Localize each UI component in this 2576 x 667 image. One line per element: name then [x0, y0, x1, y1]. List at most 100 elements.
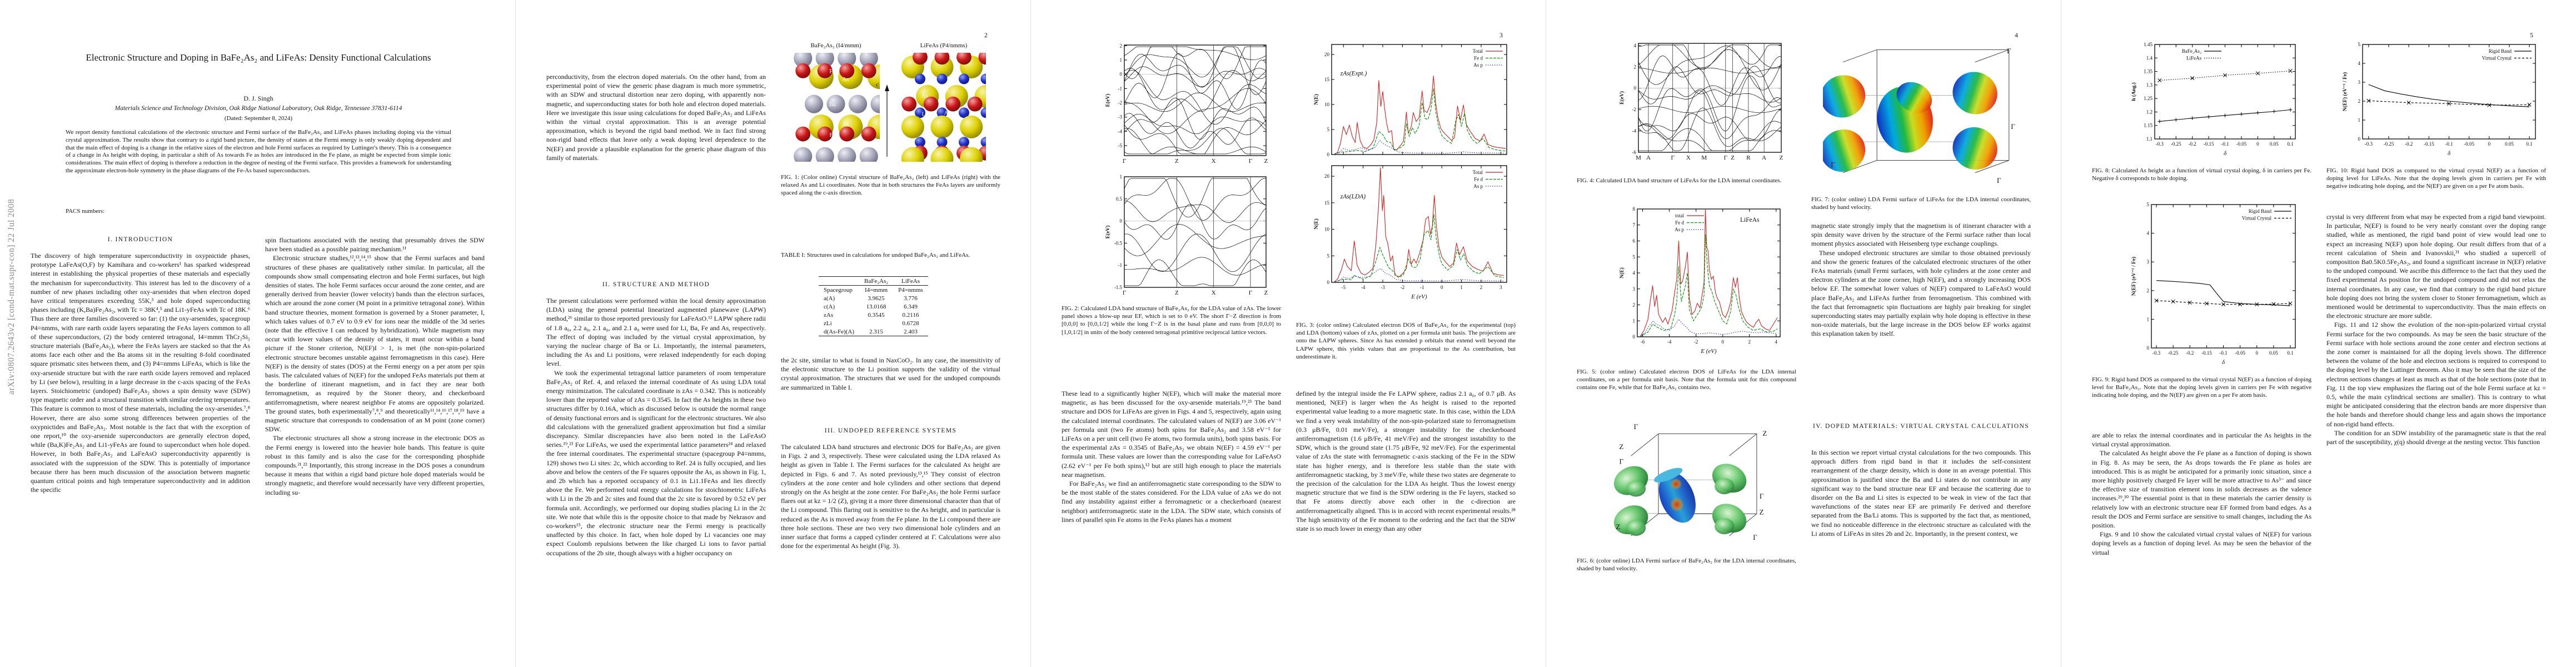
svg-text:0: 0 — [1327, 152, 1330, 157]
svg-text:-0.05: -0.05 — [2236, 141, 2247, 147]
table-cell: 0.6728 — [902, 320, 919, 327]
fig8-caption: FIG. 8: Calculated As height as a functi… — [2092, 167, 2311, 182]
svg-text:5: 5 — [1633, 254, 1636, 260]
svg-text:-5: -5 — [1118, 143, 1123, 148]
table-cell: 2.403 — [904, 328, 918, 335]
section-heading-undoped: III. UNDOPED REFERENCE SYSTEMS — [824, 427, 957, 434]
svg-text:-1: -1 — [1118, 262, 1123, 268]
svg-text:R: R — [1746, 155, 1751, 161]
svg-text:-2: -2 — [1401, 285, 1405, 290]
svg-text:total: total — [1675, 213, 1684, 218]
svg-text:Γ: Γ — [2007, 47, 2011, 55]
svg-text:3: 3 — [1633, 286, 1636, 292]
table-cell: I4=mmm — [865, 286, 888, 293]
svg-text:-0.1: -0.1 — [2221, 141, 2229, 147]
page-4: 4 4 2 0 -2 -4 -6 E(eV) M A Γ X M Γ Z R A Z FIG. 4: Calcu… — [1546, 0, 2061, 667]
svg-text:Fe d: Fe d — [1675, 220, 1684, 226]
svg-text:0: 0 — [1721, 339, 1724, 345]
svg-text:-4: -4 — [1361, 285, 1366, 290]
fig7-fermi-surface-lifeas-svg: Γ Γ Γ Γ — [1823, 47, 2015, 185]
fig7-fermi-surface-lifeas: Γ Γ Γ Γ — [1823, 42, 2023, 187]
svg-text:4: 4 — [1634, 43, 1637, 48]
table-cell: 3.776 — [904, 295, 918, 302]
paragraph: The present calculations were performed … — [546, 297, 766, 368]
table-cell: LiFeAs — [901, 277, 920, 285]
svg-text:0: 0 — [1634, 86, 1637, 91]
abstract: We report density functional calculation… — [66, 129, 451, 174]
svg-text:LiFeAs: LiFeAs — [1740, 217, 1760, 223]
page-number: 2 — [984, 31, 988, 39]
svg-text:zAs(Expt.): zAs(Expt.) — [1340, 70, 1367, 77]
paragraph: The discovery of high temperature superc… — [31, 252, 250, 494]
fig4-caption: FIG. 4: Calculated LDA band structure of… — [1577, 177, 1782, 184]
svg-text:M: M — [1701, 155, 1707, 161]
svg-text:δ: δ — [2224, 150, 2227, 157]
svg-text:-0.3: -0.3 — [2156, 141, 2164, 147]
svg-text:h (Ang.): h (Ang.) — [2131, 82, 2137, 101]
fig5-dos-lifeas-svg: 0 1 2 3 4 5 6 7 8 -6 -4 -2 0 2 4 N(E) E (eV) LiFeAs total F… — [1619, 206, 1781, 355]
fig7-caption: FIG. 7: (color online) LDA Fermi surface… — [1811, 196, 2031, 211]
svg-text:1: 1 — [1120, 57, 1123, 63]
table-row: zLi 0.6728 — [819, 319, 928, 327]
paragraph: defined by the integral inside the Fe LA… — [1296, 390, 1516, 533]
svg-text:Γ: Γ — [1671, 155, 1675, 161]
svg-text:-5: -5 — [1341, 285, 1346, 290]
fig8-as-height-plot: 1.1 1.15 1.2 1.25 1.3 1.35 1.4 1.45 -0.3 -0.25 -0.… — [2129, 40, 2300, 158]
table-row: c(A) 13.0168 6.349 — [819, 302, 928, 311]
svg-text:-6: -6 — [1632, 150, 1637, 155]
fig1-crystal-lifeas: As Li Fe As Li — [898, 53, 986, 162]
svg-text:Γ: Γ — [1831, 160, 1835, 168]
svg-text:Z: Z — [1760, 508, 1764, 516]
fig8-as-height-plot-svg: 1.1 1.15 1.2 1.25 1.3 1.35 1.4 1.45 -0.3 -0.25 -0.… — [2131, 42, 2296, 157]
svg-text:1: 1 — [1120, 174, 1123, 180]
svg-text:2: 2 — [2358, 98, 2361, 104]
svg-text:zAs(LDA): zAs(LDA) — [1340, 193, 1366, 200]
svg-text:2: 2 — [1480, 285, 1483, 290]
svg-text:Γ: Γ — [1249, 158, 1252, 165]
fig4-band-structure-lifeas: 4 2 0 -2 -4 -6 E(eV) M A Γ X M Γ Z R A Z — [1617, 40, 1785, 163]
svg-text:Γ: Γ — [1620, 457, 1624, 465]
column-left: The discovery of high temperature superc… — [31, 251, 250, 494]
page-2: 2 perconductivity, from the electron dop… — [515, 0, 1031, 667]
svg-text:1: 1 — [2147, 316, 2150, 322]
column-left-rest: The present calculations were performed … — [546, 296, 766, 558]
svg-text:As p: As p — [1473, 183, 1483, 189]
fig10-caption: FIG. 10: Rigid band DOS as compared to t… — [2326, 167, 2546, 190]
svg-text:-3: -3 — [1118, 115, 1123, 120]
table-cell: 3.9625 — [868, 295, 885, 302]
column-right-top: magnetic state strongly imply that the m… — [1811, 221, 2031, 339]
svg-text:X: X — [1212, 290, 1216, 296]
svg-text:As p: As p — [1473, 62, 1483, 68]
svg-text:0: 0 — [2147, 345, 2150, 351]
paragraph: For BaFe₂As₂ we find an antiferromagneti… — [1062, 480, 1281, 524]
svg-text:1.3: 1.3 — [2146, 82, 2153, 88]
svg-text:Fe: Fe — [939, 101, 945, 107]
svg-text:0.05: 0.05 — [2269, 350, 2278, 356]
svg-text:Fe: Fe — [829, 68, 835, 74]
table-cell: zAs — [824, 311, 834, 318]
svg-text:6: 6 — [1633, 238, 1636, 244]
svg-text:1.45: 1.45 — [2144, 42, 2153, 47]
fig2-band-structure-bottom: 1 0.5 0 -0.5 -1 -1.5 E(eV) Γ Z X Γ Z — [1103, 173, 1270, 298]
svg-text:8: 8 — [1633, 206, 1636, 212]
svg-text:Ba: Ba — [829, 102, 836, 108]
svg-text:-0.1: -0.1 — [2445, 141, 2453, 147]
svg-text:-0.05: -0.05 — [2235, 350, 2245, 356]
svg-text:20: 20 — [1324, 173, 1330, 179]
svg-text:Z: Z — [1762, 429, 1767, 437]
svg-text:2: 2 — [1748, 339, 1751, 345]
svg-text:3: 3 — [1499, 285, 1502, 290]
paragraph: In this section we report virtual crysta… — [1811, 449, 2031, 537]
fig4-band-structure-lifeas-svg: 420-2-4-6E(eV)M A Γ X M Γ Z R A Z — [1619, 43, 1783, 161]
fig6-caption: FIG. 6: (color online) LDA Fermi surface… — [1577, 558, 1796, 573]
section-heading-structure-method: II. STRUCTURE AND METHOD — [602, 281, 710, 288]
svg-text:Virtual Crystal: Virtual Crystal — [2482, 56, 2512, 61]
svg-text:E(eV): E(eV) — [1105, 226, 1111, 239]
paragraph: We took the experimental tetragonal latt… — [546, 369, 766, 557]
svg-text:Fe d: Fe d — [1474, 177, 1483, 182]
svg-text:-0.15: -0.15 — [2204, 141, 2214, 147]
svg-text:-0.2: -0.2 — [2186, 350, 2194, 356]
svg-text:-2: -2 — [1694, 339, 1698, 345]
paragraph: Figs. 11 and 12 show the evolution of th… — [2326, 321, 2546, 428]
